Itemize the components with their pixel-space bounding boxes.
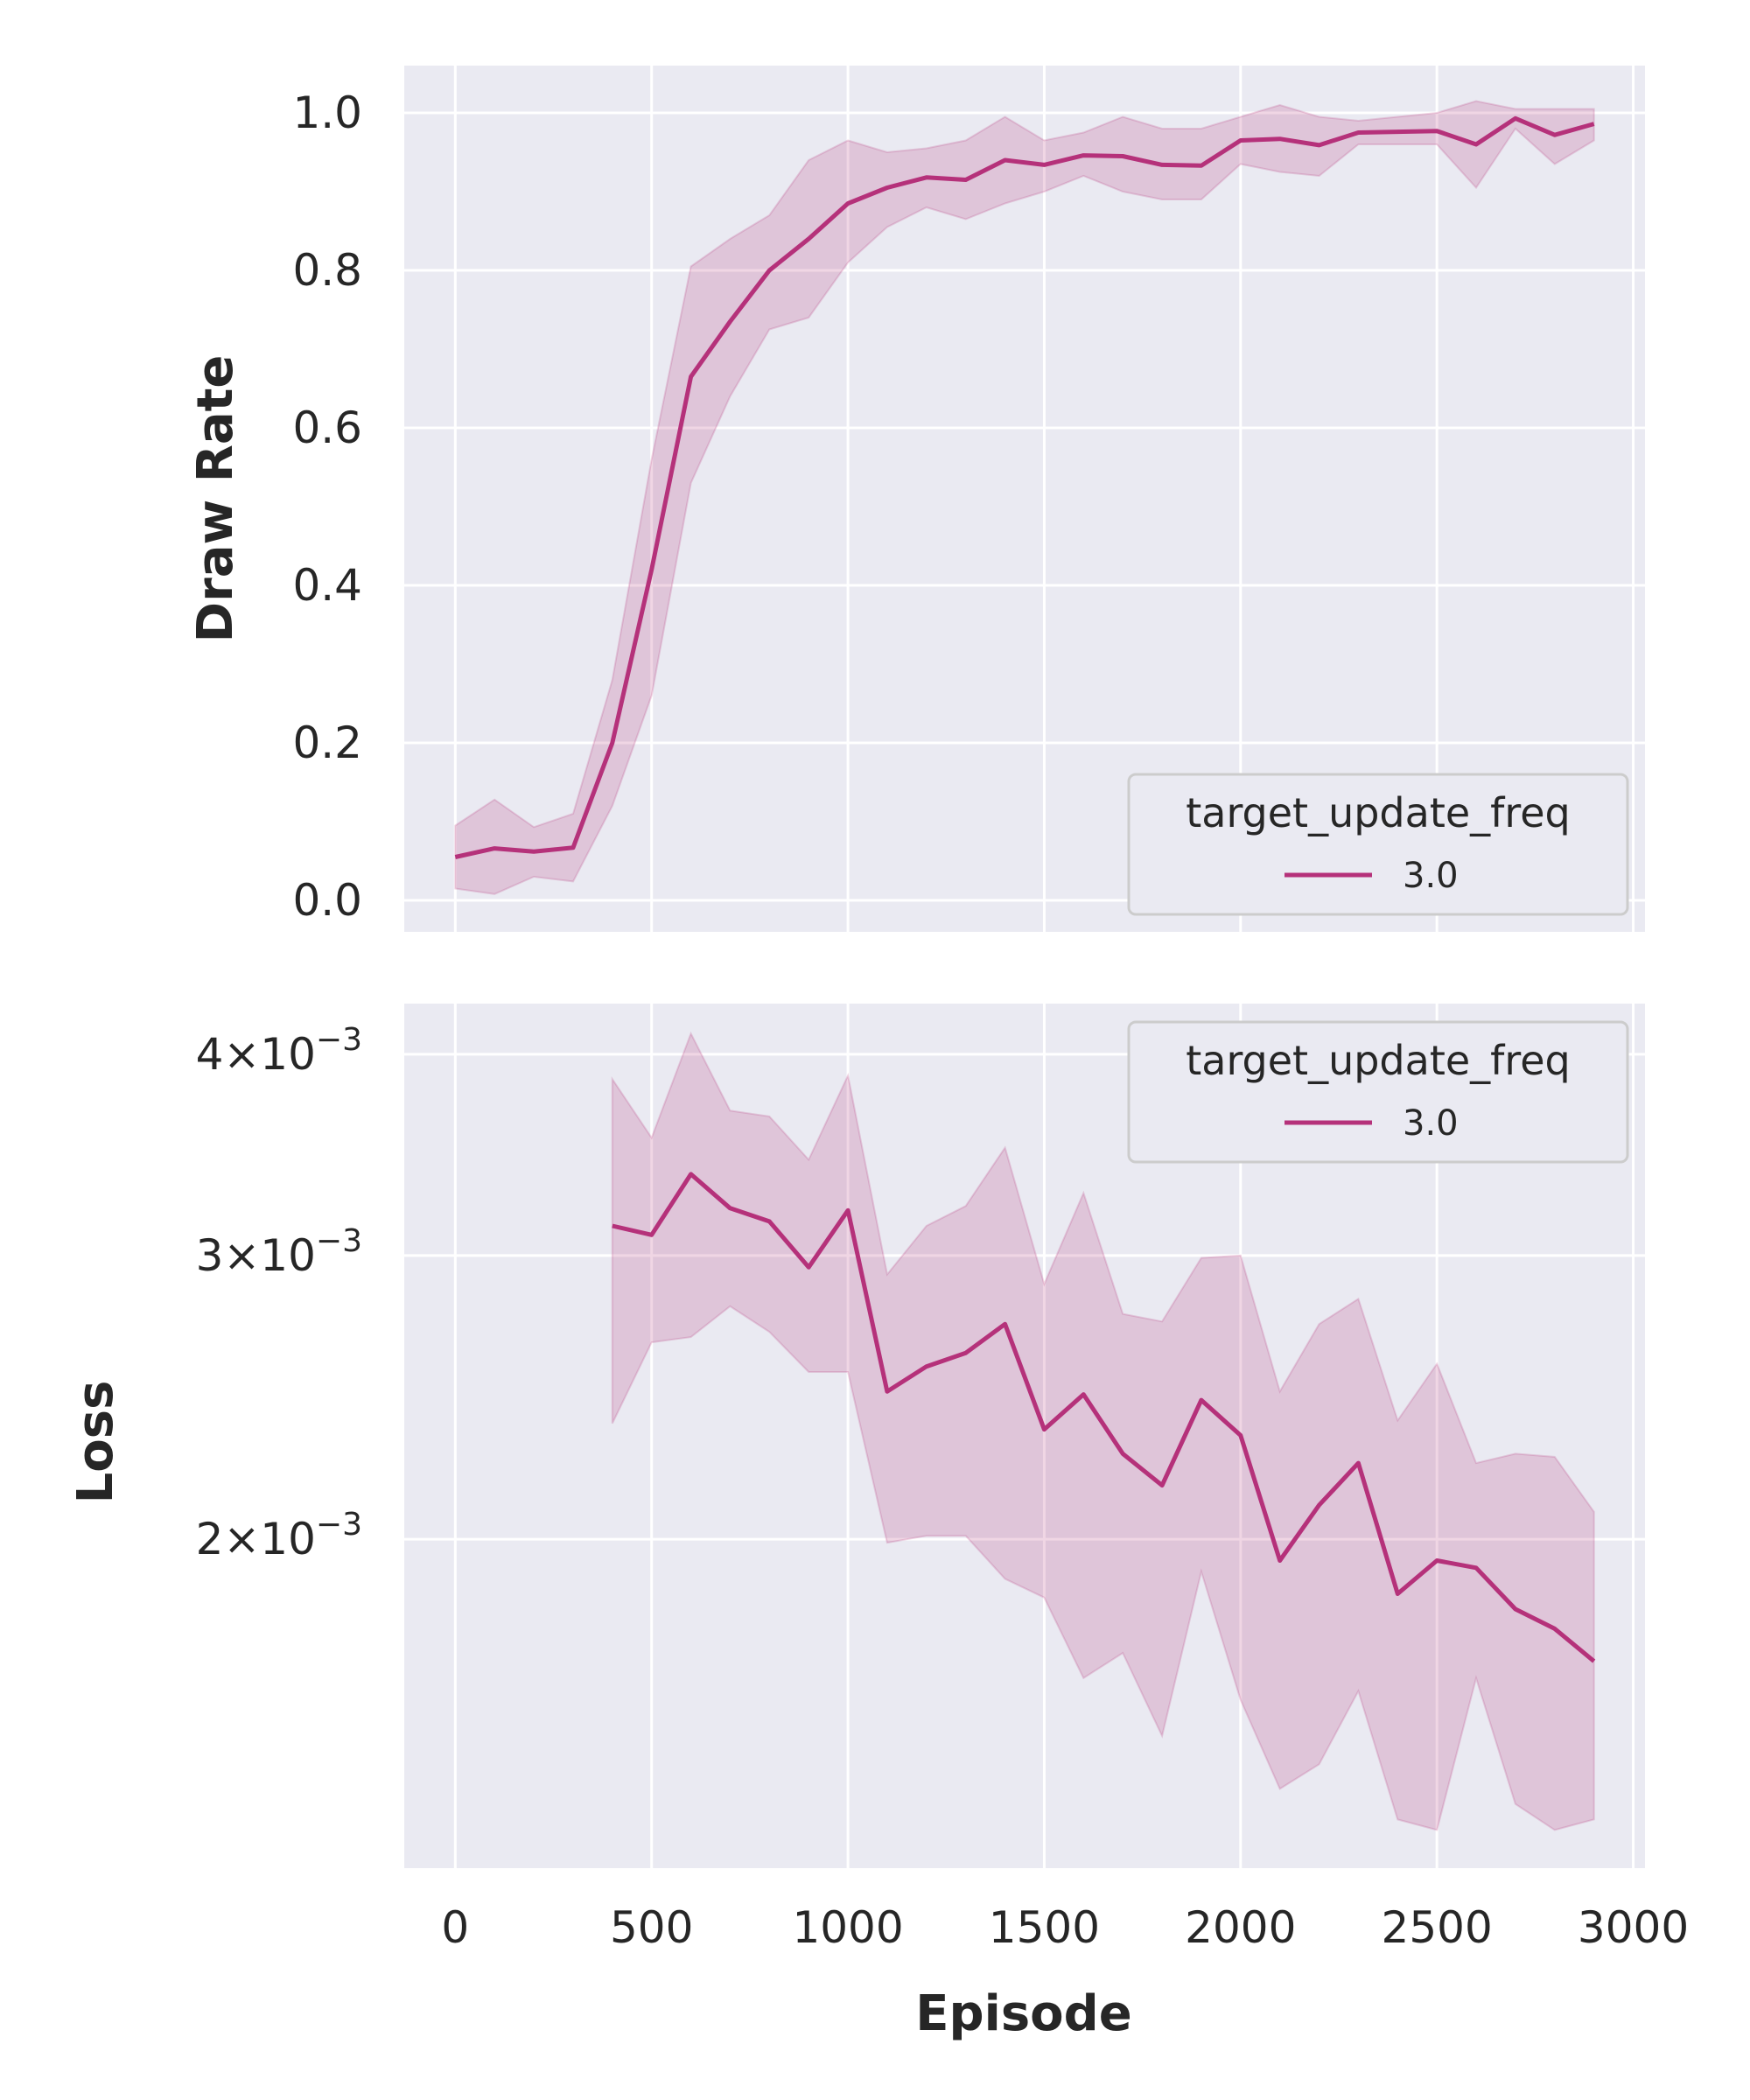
y-tick-label: 0.6 bbox=[292, 402, 362, 453]
series-line bbox=[612, 1172, 1596, 1663]
y-tick-label: 0.2 bbox=[292, 718, 362, 768]
legend: target_update_freq 3.0 bbox=[1127, 773, 1629, 916]
series-line bbox=[454, 116, 1595, 859]
x-tick-label: 3000 bbox=[1578, 1902, 1689, 1953]
x-tick-label: 1000 bbox=[792, 1902, 903, 1953]
y-tick-label: 0.8 bbox=[292, 245, 362, 296]
confidence-interval-band bbox=[611, 1031, 1595, 1831]
x-tick-label: 0 bbox=[441, 1902, 469, 1953]
y-tick-label: 0.4 bbox=[292, 560, 362, 611]
y-tick-label: 0.0 bbox=[292, 875, 362, 926]
legend-box bbox=[1127, 773, 1629, 916]
y-tick-label: 2×10−3 bbox=[196, 1507, 362, 1564]
y-tick-labels: 2×10−3 3×10−3 4×10−3 bbox=[196, 1022, 362, 1564]
y-tick-label: 1.0 bbox=[292, 88, 362, 138]
mean-line-series bbox=[612, 1172, 1596, 1663]
legend-entry-label: 3.0 bbox=[1403, 1103, 1459, 1144]
legend-entry-label: 3.0 bbox=[1403, 856, 1459, 896]
x-axis-title: Episode bbox=[915, 1985, 1131, 2042]
x-tick-label: 2000 bbox=[1185, 1902, 1296, 1953]
x-tick-label: 2500 bbox=[1382, 1902, 1493, 1953]
legend: target_update_freq 3.0 bbox=[1127, 1020, 1629, 1164]
y-tick-label: 3×10−3 bbox=[196, 1223, 362, 1281]
y-tick-label: 4×10−3 bbox=[196, 1022, 362, 1080]
draw-rate-panel: 0.0 0.2 0.4 0.6 0.8 1.0 Draw Rate target_upda… bbox=[187, 66, 1645, 932]
x-tick-labels: 0 500 1000 1500 2000 2500 3000 bbox=[441, 1902, 1689, 1953]
confidence-band bbox=[454, 100, 1595, 895]
legend-title: target_update_freq bbox=[1186, 789, 1571, 836]
y-axis-title: Loss bbox=[67, 1381, 124, 1504]
confidence-interval-band bbox=[454, 100, 1595, 895]
loss-panel: 2×10−3 3×10−3 4×10−3 0 500 1000 1500 2000 2500 3… bbox=[67, 1004, 1689, 2042]
x-tick-label: 500 bbox=[610, 1902, 693, 1953]
y-tick-labels: 0.0 0.2 0.4 0.6 0.8 1.0 bbox=[292, 88, 362, 926]
confidence-band bbox=[611, 1031, 1595, 1831]
mean-line-series bbox=[454, 116, 1595, 859]
legend-title: target_update_freq bbox=[1186, 1037, 1571, 1084]
y-axis-title: Draw Rate bbox=[187, 355, 244, 643]
x-tick-label: 1500 bbox=[989, 1902, 1100, 1953]
legend-box bbox=[1127, 1020, 1629, 1164]
